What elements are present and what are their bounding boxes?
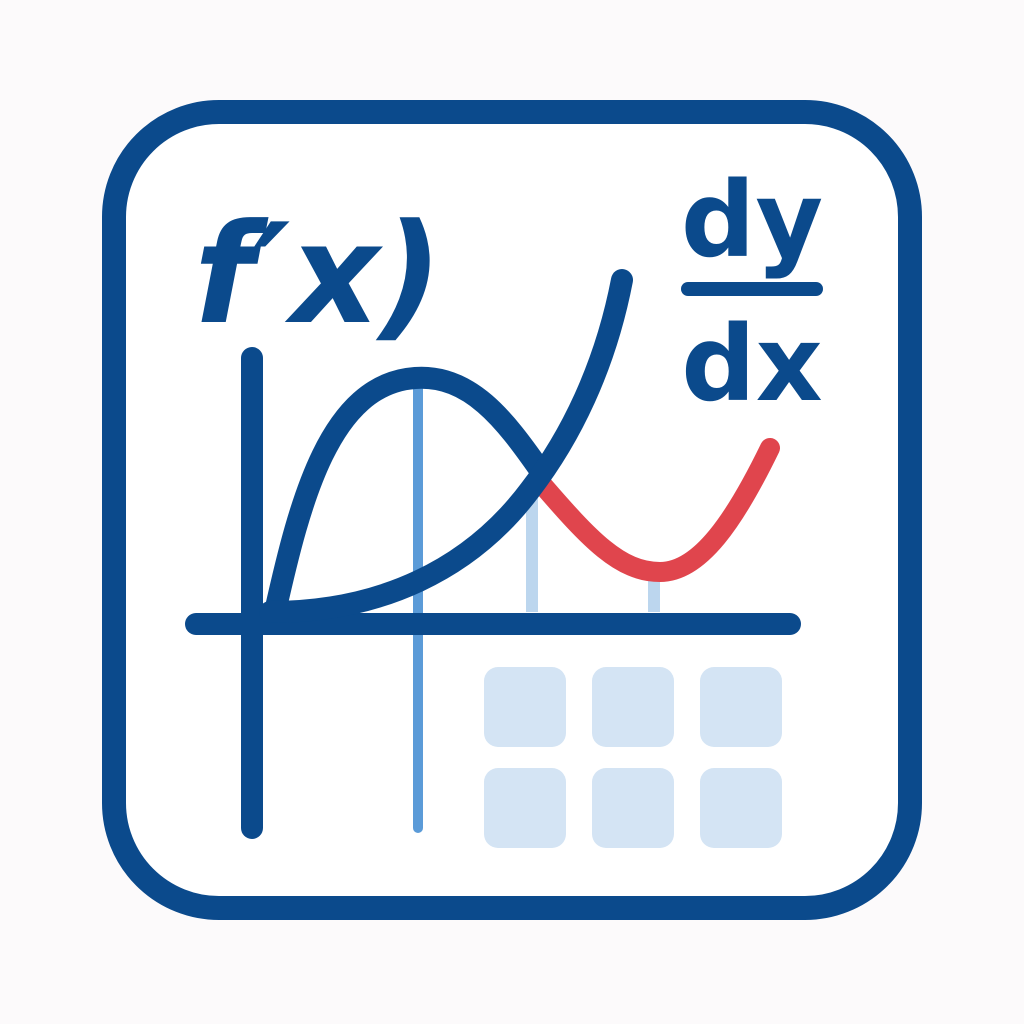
keypad-key <box>700 667 782 747</box>
keypad-key <box>592 667 674 747</box>
keypad-key <box>700 768 782 848</box>
red-derivative-curve <box>530 438 780 583</box>
derivative-denominator: dx <box>681 303 823 425</box>
derivative-numerator: dy <box>681 159 823 281</box>
bell-curve <box>264 366 551 623</box>
keypad-key <box>484 667 566 747</box>
rising-curve <box>259 269 633 623</box>
keypad-key <box>592 768 674 848</box>
keypad-key <box>484 768 566 848</box>
function-label: f′x) <box>194 194 443 355</box>
keypad-grid <box>484 667 782 848</box>
